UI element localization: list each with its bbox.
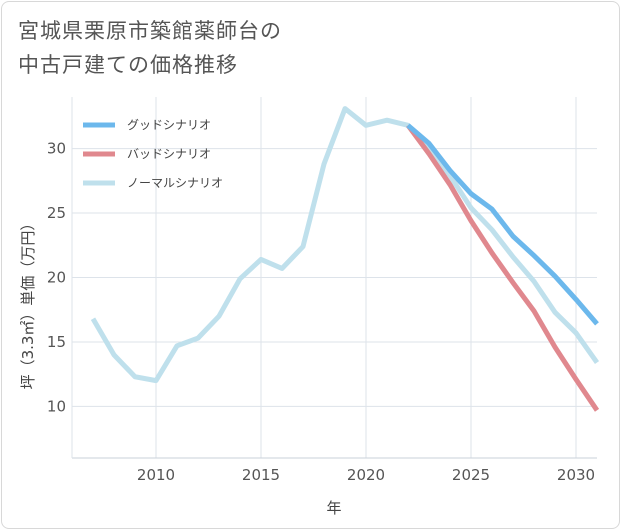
y-tick-label: 30 <box>47 140 66 158</box>
series-line-2 <box>90 106 600 384</box>
chart-title: 宮城県栗原市築館薬師台の 中古戸建ての価格推移 <box>18 14 282 82</box>
title-line-2: 中古戸建ての価格推移 <box>18 53 238 77</box>
title-line-1: 宮城県栗原市築館薬師台の <box>18 19 282 43</box>
series-line-0 <box>406 123 599 326</box>
series-lines <box>90 106 600 412</box>
y-tick-label: 10 <box>47 397 66 415</box>
y-tick-label: 20 <box>47 269 66 287</box>
legend-label: バッドシナリオ <box>127 147 211 161</box>
legend-label: グッドシナリオ <box>127 118 211 132</box>
legend-label: ノーマルシナリオ <box>127 176 223 190</box>
x-axis-label: 年 <box>326 499 341 517</box>
grid-lines <box>72 97 597 458</box>
series-line-1 <box>405 123 600 412</box>
y-tick-label: 25 <box>47 204 66 222</box>
x-tick-label: 2015 <box>242 466 280 484</box>
x-tick-label: 2030 <box>557 466 595 484</box>
x-tick-label: 2020 <box>347 466 385 484</box>
x-tick-label: 2010 <box>137 466 175 484</box>
y-tick-label: 15 <box>47 333 66 351</box>
x-tick-label: 2025 <box>452 466 490 484</box>
y-axis-label: 坪（3.3㎡）単価（万円） <box>19 216 37 390</box>
